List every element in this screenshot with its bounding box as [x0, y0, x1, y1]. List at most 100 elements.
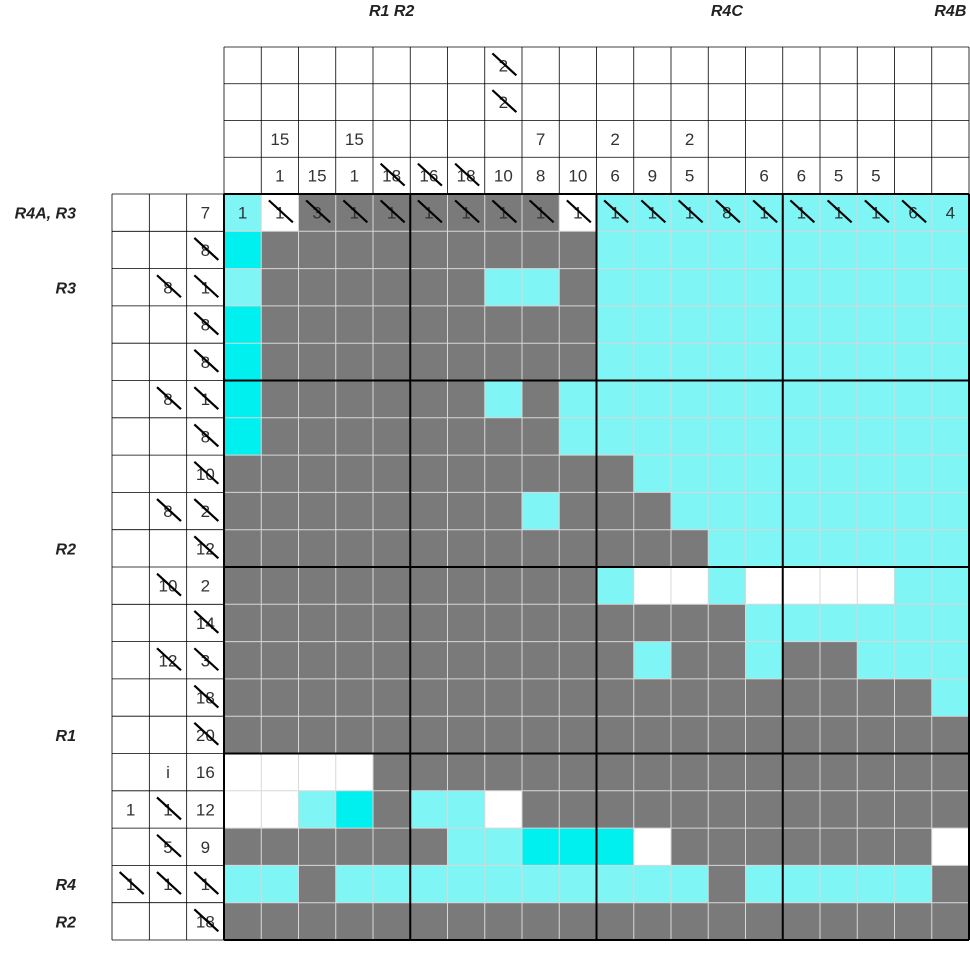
grid-cell[interactable] [596, 194, 634, 232]
grid-cell[interactable] [633, 492, 671, 530]
grid-cell[interactable] [447, 567, 485, 605]
row-clue[interactable]: 1 [163, 800, 172, 819]
grid-cell[interactable] [298, 828, 336, 866]
grid-cell[interactable] [298, 305, 336, 344]
row-clue[interactable]: 18 [196, 689, 215, 708]
row-clue[interactable]: 10 [196, 465, 215, 484]
column-clue[interactable]: 1 [871, 203, 880, 222]
grid-cell[interactable] [298, 604, 336, 642]
grid-cell[interactable] [373, 268, 411, 306]
row-clue[interactable]: 14 [196, 614, 215, 633]
grid-cell[interactable] [224, 716, 262, 754]
grid-cell[interactable] [447, 790, 485, 829]
grid-cell[interactable] [745, 790, 783, 829]
column-clue[interactable]: 5 [871, 167, 880, 186]
grid-cell[interactable] [782, 268, 820, 306]
grid-cell[interactable] [745, 380, 783, 418]
grid-cell[interactable] [633, 194, 671, 232]
grid-cell[interactable] [522, 231, 560, 269]
grid-cell[interactable] [261, 305, 299, 344]
grid-cell[interactable] [596, 492, 634, 530]
grid-cell[interactable] [931, 417, 969, 456]
grid-cell[interactable] [596, 343, 634, 381]
grid-cell[interactable] [484, 567, 522, 605]
grid-cell[interactable] [708, 455, 746, 493]
row-clue[interactable]: 1 [201, 278, 210, 297]
column-clue[interactable]: 1 [387, 203, 396, 222]
grid-cell[interactable] [745, 417, 783, 456]
grid-cell[interactable] [410, 567, 448, 605]
grid-cell[interactable] [373, 902, 411, 940]
grid-cell[interactable] [671, 902, 709, 940]
grid-cell[interactable] [671, 417, 709, 456]
grid-cell[interactable] [782, 753, 820, 791]
grid-cell[interactable] [782, 828, 820, 866]
grid-cell[interactable] [559, 641, 597, 679]
grid-cell[interactable] [261, 417, 299, 456]
grid-cell[interactable] [931, 716, 969, 754]
grid-cell[interactable] [559, 753, 597, 791]
grid-cell[interactable] [596, 753, 634, 791]
grid-cell[interactable] [931, 641, 969, 679]
grid-cell[interactable] [335, 902, 373, 940]
grid-cell[interactable] [820, 604, 858, 642]
grid-cell[interactable] [857, 231, 895, 269]
grid-cell[interactable] [410, 380, 448, 418]
grid-cell[interactable] [671, 641, 709, 679]
grid-cell[interactable] [820, 380, 858, 418]
grid-cell[interactable] [931, 492, 969, 530]
grid-cell[interactable] [261, 604, 299, 642]
column-clue[interactable]: 1 [648, 203, 657, 222]
grid-cell[interactable] [373, 417, 411, 456]
grid-cell[interactable] [484, 828, 522, 866]
grid-cell[interactable] [633, 231, 671, 269]
grid-cell[interactable] [633, 604, 671, 642]
grid-cell[interactable] [522, 865, 560, 903]
grid-cell[interactable] [931, 865, 969, 903]
grid-cell[interactable] [894, 455, 932, 493]
grid-cell[interactable] [820, 828, 858, 866]
grid-cell[interactable] [224, 604, 262, 642]
grid-cell[interactable] [484, 641, 522, 679]
column-clue[interactable]: 1 [238, 203, 247, 222]
grid-cell[interactable] [261, 343, 299, 381]
column-clue[interactable]: 15 [270, 130, 289, 149]
grid-cell[interactable] [820, 716, 858, 754]
row-clue[interactable]: 9 [201, 838, 210, 857]
grid-cell[interactable] [782, 902, 820, 940]
grid-cell[interactable] [261, 865, 299, 903]
grid-cell[interactable] [931, 753, 969, 791]
grid-cell[interactable] [931, 380, 969, 418]
grid-cell[interactable] [559, 865, 597, 903]
grid-cell[interactable] [745, 567, 783, 605]
grid-cell[interactable] [671, 380, 709, 418]
grid-cell[interactable] [447, 902, 485, 940]
grid-cell[interactable] [708, 492, 746, 530]
grid-cell[interactable] [857, 604, 895, 642]
grid-cell[interactable] [224, 678, 262, 717]
grid-cell[interactable] [447, 828, 485, 866]
column-clue[interactable]: 15 [345, 130, 364, 149]
grid-cell[interactable] [857, 790, 895, 829]
grid-cell[interactable] [298, 641, 336, 679]
grid-cell[interactable] [447, 604, 485, 642]
column-clue[interactable]: 18 [457, 167, 476, 186]
grid-cell[interactable] [410, 343, 448, 381]
grid-cell[interactable] [671, 716, 709, 754]
row-clue[interactable]: i [166, 763, 170, 782]
grid-cell[interactable] [522, 417, 560, 456]
grid-cell[interactable] [596, 604, 634, 642]
grid-cell[interactable] [559, 343, 597, 381]
grid-cell[interactable] [596, 678, 634, 717]
grid-cell[interactable] [596, 380, 634, 418]
grid-cell[interactable] [261, 902, 299, 940]
grid-cell[interactable] [745, 343, 783, 381]
grid-cell[interactable] [559, 492, 597, 530]
grid-cell[interactable] [335, 455, 373, 493]
grid-cell[interactable] [484, 417, 522, 456]
row-clue[interactable]: 8 [163, 390, 172, 409]
grid-cell[interactable] [708, 231, 746, 269]
grid-cell[interactable] [633, 753, 671, 791]
column-clue[interactable]: 2 [499, 56, 508, 75]
row-clue[interactable]: 1 [201, 875, 210, 894]
